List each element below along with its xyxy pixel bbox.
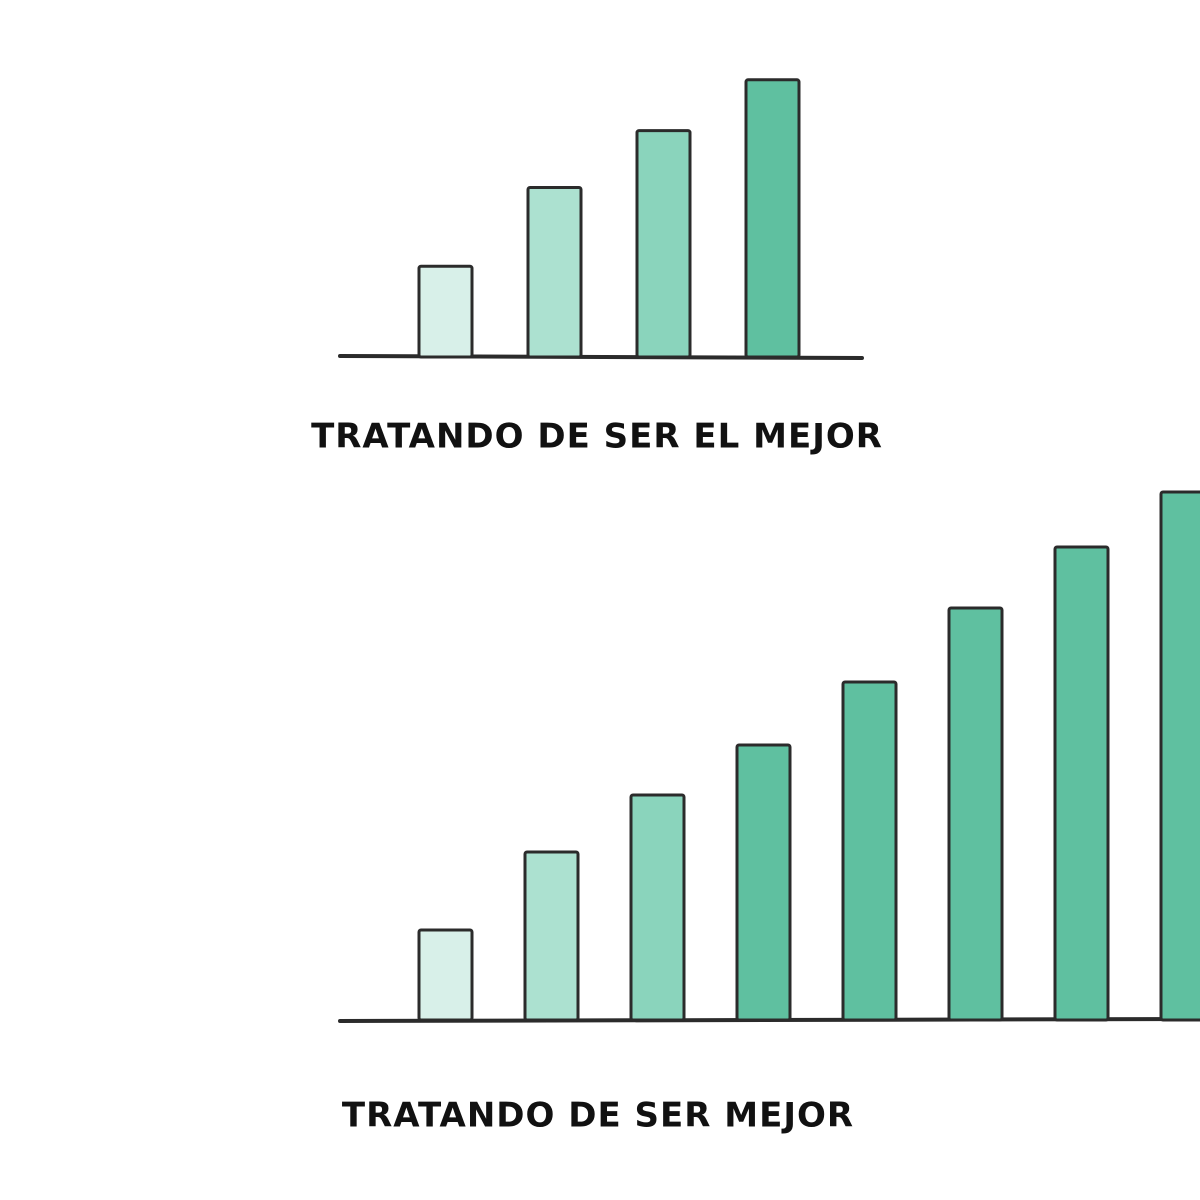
bar — [417, 264, 474, 359]
caption: TRATANDO DE SER EL MEJOR — [311, 417, 883, 457]
bar — [735, 743, 792, 1022]
bar — [526, 185, 583, 359]
bar — [947, 606, 1004, 1022]
caption: TRATANDO DE SER MEJOR — [342, 1096, 854, 1136]
bar — [744, 78, 801, 359]
bar — [841, 680, 898, 1022]
bar — [523, 850, 580, 1022]
bar — [1053, 545, 1110, 1022]
bar — [417, 928, 474, 1022]
bar — [1159, 490, 1200, 1022]
bar — [629, 793, 686, 1022]
bar — [635, 129, 692, 359]
